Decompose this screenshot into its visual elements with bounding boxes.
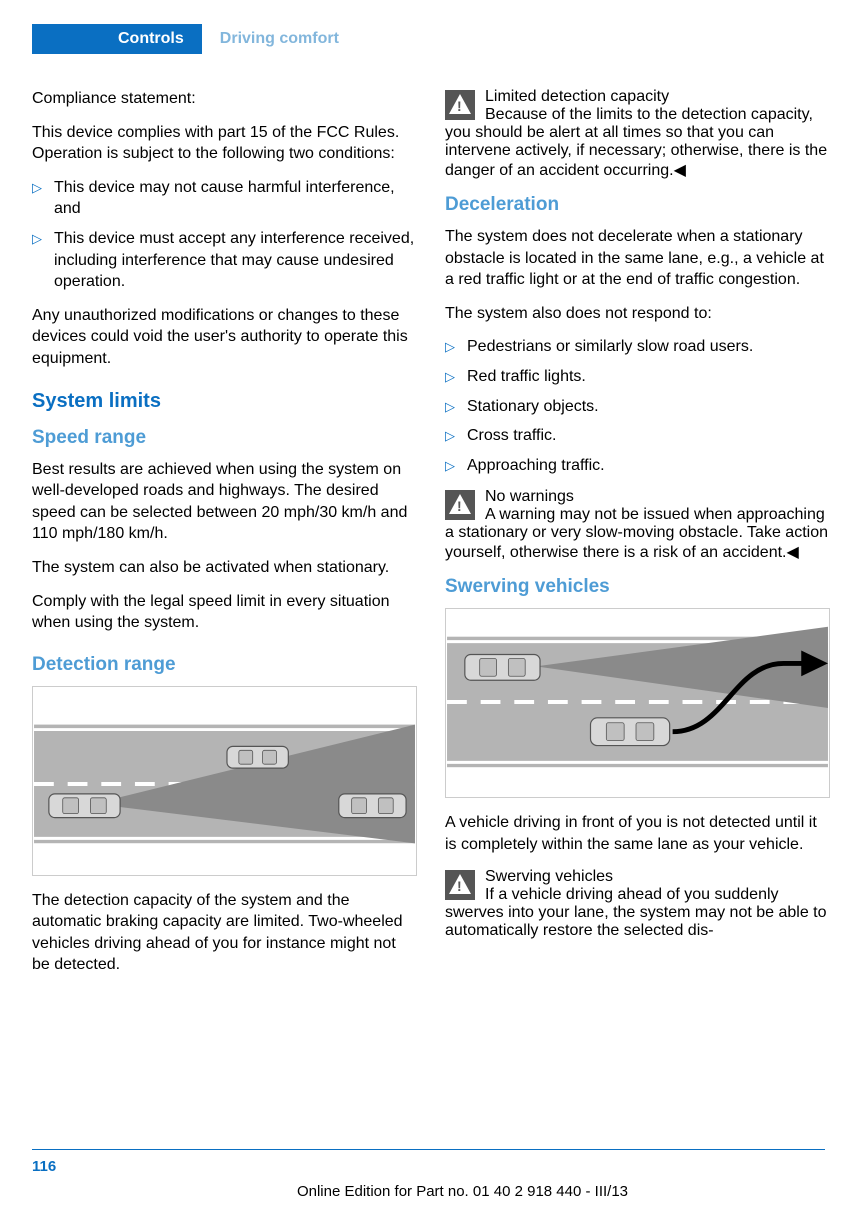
speed-range-p2: The system can also be activated when st… bbox=[32, 557, 417, 579]
list-item: ▷ Cross traffic. bbox=[445, 425, 830, 447]
bullet-marker-icon: ▷ bbox=[445, 455, 455, 477]
bullet-marker-icon: ▷ bbox=[445, 425, 455, 447]
bullet-text: Red traffic lights. bbox=[467, 366, 586, 388]
warning-title: Limited detection capacity bbox=[485, 88, 669, 105]
deceleration-bullets: ▷ Pedestrians or similarly slow road user… bbox=[445, 336, 830, 476]
speed-range-p1: Best results are achieved when using the… bbox=[32, 459, 417, 545]
detection-range-diagram bbox=[32, 686, 417, 876]
detection-range-p: The detection capacity of the system and… bbox=[32, 890, 417, 976]
subsection-deceleration: Deceleration bbox=[445, 194, 830, 216]
list-item: ▷ Pedestrians or similarly slow road user… bbox=[445, 336, 830, 358]
content: Compliance statement: This device compli… bbox=[0, 54, 845, 988]
subsection-swerving: Swerving vehicles bbox=[445, 576, 830, 598]
warning-no-warnings: No warnings A warning may not be issued … bbox=[445, 488, 830, 562]
warning-swerving: Swerving vehicles If a vehicle driving a… bbox=[445, 868, 830, 940]
footer: 116 Online Edition for Part no. 01 40 2 … bbox=[32, 1149, 825, 1200]
list-item: ▷ Red traffic lights. bbox=[445, 366, 830, 388]
compliance-title: Compliance statement: bbox=[32, 88, 417, 110]
warning-title: Swerving vehicles bbox=[485, 868, 613, 885]
warning-body: A warning may not be issued when approac… bbox=[445, 506, 828, 561]
bullet-text: Cross traffic. bbox=[467, 425, 557, 447]
warning-icon bbox=[445, 870, 475, 900]
bullet-marker-icon: ▷ bbox=[445, 366, 455, 388]
bullet-text: This device must accept any interference… bbox=[54, 228, 417, 293]
right-column: Limited detection capacity Because of th… bbox=[445, 88, 830, 988]
deceleration-p1: The system does not decelerate when a st… bbox=[445, 226, 830, 291]
list-item: ▷ Stationary objects. bbox=[445, 396, 830, 418]
subsection-speed-range: Speed range bbox=[32, 427, 417, 449]
deceleration-p2: The system also does not respond to: bbox=[445, 303, 830, 325]
bullet-text: This device may not cause harmful interf… bbox=[54, 177, 417, 220]
subsection-detection-range: Detection range bbox=[32, 654, 417, 676]
warning-limited-detection: Limited detection capacity Because of th… bbox=[445, 88, 830, 180]
tab-controls[interactable]: Controls bbox=[100, 24, 202, 54]
tab-spacer bbox=[32, 24, 100, 54]
list-item: ▷ This device may not cause harmful inte… bbox=[32, 177, 417, 220]
compliance-bullets: ▷ This device may not cause harmful inte… bbox=[32, 177, 417, 293]
page-number: 116 bbox=[32, 1158, 825, 1175]
tab-driving-comfort[interactable]: Driving comfort bbox=[202, 24, 357, 54]
swerving-p: A vehicle driving in front of you is not… bbox=[445, 812, 830, 855]
list-item: ▷ This device must accept any interferen… bbox=[32, 228, 417, 293]
warning-title: No warnings bbox=[485, 488, 574, 505]
footer-divider bbox=[32, 1149, 825, 1150]
warning-icon bbox=[445, 490, 475, 520]
bullet-text: Pedestrians or similarly slow road users… bbox=[467, 336, 753, 358]
left-column: Compliance statement: This device compli… bbox=[32, 88, 417, 988]
footer-edition: Online Edition for Part no. 01 40 2 918 … bbox=[32, 1183, 825, 1200]
bullet-text: Approaching traffic. bbox=[467, 455, 605, 477]
header-tabs: Controls Driving comfort bbox=[32, 24, 845, 54]
warning-body: If a vehicle driving ahead of you sudden… bbox=[445, 886, 827, 939]
speed-range-p3: Comply with the legal speed limit in eve… bbox=[32, 591, 417, 634]
compliance-intro: This device complies with part 15 of the… bbox=[32, 122, 417, 165]
bullet-marker-icon: ▷ bbox=[32, 228, 42, 293]
compliance-footer: Any unauthorized modifications or change… bbox=[32, 305, 417, 370]
list-item: ▷ Approaching traffic. bbox=[445, 455, 830, 477]
swerving-diagram bbox=[445, 608, 830, 798]
bullet-marker-icon: ▷ bbox=[445, 396, 455, 418]
bullet-marker-icon: ▷ bbox=[445, 336, 455, 358]
warning-body: Because of the limits to the detection c… bbox=[445, 106, 827, 179]
section-system-limits: System limits bbox=[32, 390, 417, 413]
warning-icon bbox=[445, 90, 475, 120]
bullet-marker-icon: ▷ bbox=[32, 177, 42, 220]
bullet-text: Stationary objects. bbox=[467, 396, 599, 418]
